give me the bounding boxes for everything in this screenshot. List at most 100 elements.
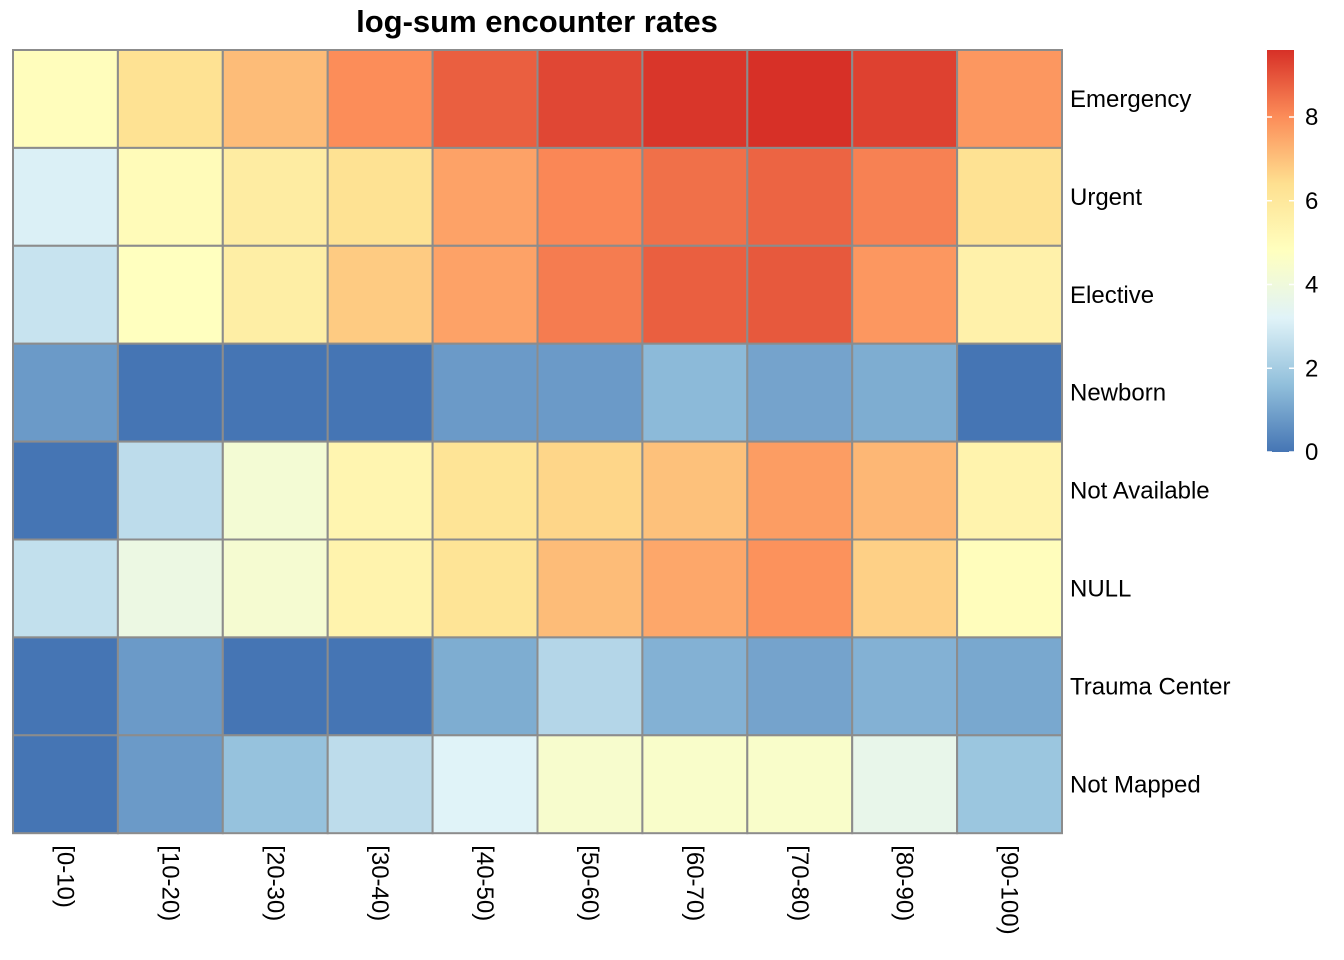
heatmap-cell xyxy=(956,146,1063,247)
legend-tick-label: 6 xyxy=(1305,188,1318,215)
heatmap-cell xyxy=(431,244,539,345)
heatmap-cell xyxy=(746,734,854,835)
heatmap-cell xyxy=(746,146,854,247)
heatmap-cell xyxy=(851,342,959,443)
heatmap-cell xyxy=(956,244,1063,345)
heatmap-cell xyxy=(641,342,749,443)
heatmap-cell xyxy=(851,244,959,345)
row-label: Urgent xyxy=(1070,184,1142,211)
heatmap-cell xyxy=(326,49,434,149)
row-label: Elective xyxy=(1070,282,1154,309)
heatmap-cell xyxy=(116,734,224,835)
heatmap-cell xyxy=(956,538,1063,639)
column-label: [10-20) xyxy=(156,845,183,921)
heatmap-cell xyxy=(641,49,749,149)
heatmap-cell xyxy=(746,636,854,737)
heatmap-cell xyxy=(221,146,329,247)
row-label: Not Available xyxy=(1070,478,1210,505)
column-label: [60-70) xyxy=(681,845,708,921)
heatmap-cell xyxy=(956,636,1063,737)
heatmap-cell xyxy=(431,440,539,541)
legend-tick-label: 8 xyxy=(1305,104,1318,131)
heatmap-cell xyxy=(641,440,749,541)
heatmap-cell xyxy=(956,440,1063,541)
heatmap-cell xyxy=(326,146,434,247)
heatmap-cell xyxy=(116,49,224,149)
row-label: Trauma Center xyxy=(1070,673,1231,700)
heatmap-cell xyxy=(851,146,959,247)
legend-tick-label: 0 xyxy=(1305,439,1318,466)
heatmap-cell xyxy=(536,342,644,443)
heatmap-cell xyxy=(116,342,224,443)
heatmap-cell xyxy=(536,636,644,737)
legend-color-bar xyxy=(1267,50,1294,452)
heatmap-cell xyxy=(12,49,119,149)
heatmap-cell xyxy=(851,538,959,639)
heatmap-cell xyxy=(221,636,329,737)
heatmap-cell xyxy=(536,440,644,541)
heatmap-cell xyxy=(221,342,329,443)
column-labels: [0-10) [10-20) [20-30) [30-40) [40-50) [50-60… xyxy=(51,845,1022,934)
heatmap-cell xyxy=(641,538,749,639)
heatmap-cell xyxy=(326,538,434,639)
heatmap-cell xyxy=(12,440,119,541)
heatmap-cell xyxy=(221,49,329,149)
heatmap-cell xyxy=(851,440,959,541)
column-label: [40-50) xyxy=(471,845,498,921)
heatmap-cell xyxy=(221,734,329,835)
heatmap-cell xyxy=(641,146,749,247)
legend-ticks: 0 2 4 6 8 xyxy=(1267,104,1318,466)
row-labels: Emergency Urgent Elective Newborn Not Availa… xyxy=(1070,86,1231,798)
heatmap-cell xyxy=(116,538,224,639)
heatmap-cell xyxy=(326,734,434,835)
column-label: [90-100) xyxy=(996,845,1023,934)
heatmap-cell xyxy=(12,146,119,247)
heatmap-cell xyxy=(746,244,854,345)
heatmap-cell xyxy=(326,440,434,541)
column-label: [70-80) xyxy=(786,845,813,921)
heatmap-cell xyxy=(116,146,224,247)
heatmap-cell xyxy=(12,538,119,639)
heatmap-cell xyxy=(326,342,434,443)
heatmap-cell xyxy=(536,244,644,345)
heatmap-cell xyxy=(746,440,854,541)
heatmap-cell xyxy=(431,636,539,737)
heatmap-cell xyxy=(746,49,854,149)
heatmap-cell xyxy=(431,734,539,835)
heatmap-cell xyxy=(12,342,119,443)
heatmap-cell xyxy=(221,440,329,541)
heatmap-cell xyxy=(431,342,539,443)
legend-tick-label: 4 xyxy=(1305,272,1318,299)
heatmap-cell xyxy=(956,342,1063,443)
column-label: [0-10) xyxy=(51,845,78,908)
heatmap-cell xyxy=(536,734,644,835)
heatmap-cell xyxy=(326,636,434,737)
column-label: [30-40) xyxy=(366,845,393,921)
color-legend: 0 2 4 6 8 xyxy=(1267,50,1318,466)
heatmap-cell xyxy=(326,244,434,345)
heatmap-cell xyxy=(221,244,329,345)
heatmap-cell xyxy=(746,538,854,639)
heatmap-cell xyxy=(116,244,224,345)
heatmap-cell xyxy=(641,734,749,835)
heatmap-cell xyxy=(116,440,224,541)
heatmap-cell xyxy=(641,636,749,737)
row-label: Emergency xyxy=(1070,86,1191,113)
legend-tick-label: 2 xyxy=(1305,355,1318,382)
heatmap-cell xyxy=(956,49,1063,149)
heatmap-cell xyxy=(116,636,224,737)
column-label: [50-60) xyxy=(576,845,603,921)
heatmap-cell xyxy=(536,49,644,149)
heatmap-cell xyxy=(12,636,119,737)
heatmap-cell xyxy=(851,734,959,835)
heatmap-cell xyxy=(12,244,119,345)
heatmap-cells xyxy=(12,49,1063,835)
heatmap-cell xyxy=(536,146,644,247)
heatmap-cell xyxy=(851,636,959,737)
heatmap-cell xyxy=(641,244,749,345)
row-label: NULL xyxy=(1070,575,1131,602)
heatmap-cell xyxy=(536,538,644,639)
heatmap-cell xyxy=(221,538,329,639)
heatmap-cell xyxy=(431,538,539,639)
